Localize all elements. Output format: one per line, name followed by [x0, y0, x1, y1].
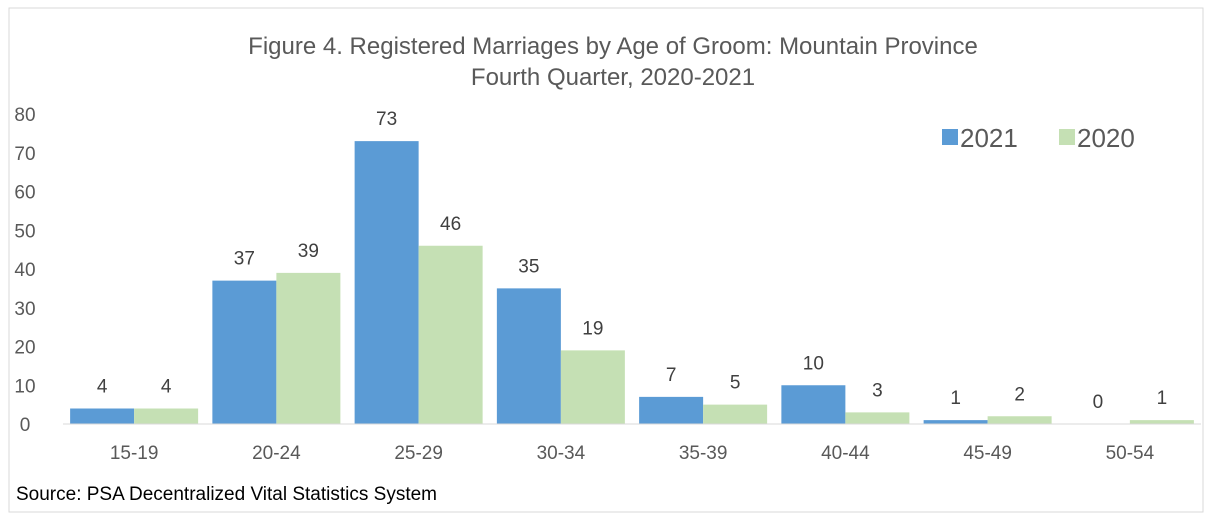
bar-2021-20-24 [212, 280, 277, 424]
bar-2021-25-29 [354, 141, 419, 424]
bar-2020-35-39 [703, 404, 768, 424]
bar-2020-20-24 [276, 272, 341, 424]
data-label: 7 [666, 365, 677, 386]
y-tick-label: 10 [14, 376, 35, 397]
bar-2021-15-19 [70, 408, 135, 424]
source-note: Source: PSA Decentralized Vital Statisti… [16, 484, 437, 505]
legend-label: 2020 [1077, 123, 1135, 153]
data-label: 73 [376, 109, 397, 130]
x-tick-label: 30-34 [537, 443, 586, 464]
data-label: 39 [298, 241, 319, 262]
data-label: 1 [1157, 388, 1168, 409]
chart-subtitle: Fourth Quarter, 2020-2021 [471, 64, 755, 91]
y-tick-label: 60 [14, 183, 35, 204]
y-tick-label: 40 [14, 260, 35, 281]
data-label: 46 [440, 214, 461, 235]
data-label: 4 [97, 377, 108, 398]
data-label: 37 [234, 249, 255, 270]
bar-2020-25-29 [418, 245, 483, 424]
data-label: 10 [803, 353, 824, 374]
x-tick-label: 25-29 [394, 443, 443, 464]
bar-2021-30-34 [496, 288, 561, 424]
bar-2021-40-44 [781, 385, 846, 424]
bar-2020-45-49 [987, 416, 1052, 424]
data-label: 4 [161, 377, 172, 398]
data-label: 2 [1014, 384, 1025, 405]
x-tick-label: 50-54 [1106, 443, 1155, 464]
legend-swatch-2020 [1059, 129, 1075, 145]
y-tick-label: 0 [20, 415, 31, 436]
legend: 2021 2020 [942, 123, 1135, 153]
y-tick-label: 50 [14, 221, 35, 242]
x-tick-label: 35-39 [679, 443, 728, 464]
y-tick-label: 20 [14, 338, 35, 359]
bar-2020-30-34 [560, 350, 625, 424]
bar-2020-40-44 [845, 412, 910, 424]
data-label: 35 [518, 256, 539, 277]
y-tick-label: 80 [14, 105, 35, 126]
x-tick-label: 15-19 [110, 443, 159, 464]
legend-label: 2021 [960, 123, 1018, 153]
x-tick-label: 45-49 [963, 443, 1012, 464]
data-label: 3 [872, 380, 883, 401]
legend-swatch-2021 [942, 129, 958, 145]
bar-2020-15-19 [134, 408, 199, 424]
y-tick-label: 70 [14, 144, 35, 165]
data-label: 1 [950, 388, 961, 409]
data-label: 19 [582, 318, 603, 339]
bar-2021-35-39 [639, 396, 704, 424]
bar-2021-45-49 [923, 420, 988, 424]
data-label: 5 [730, 373, 741, 394]
bar-2020-50-54 [1129, 420, 1194, 424]
chart-title: Figure 4. Registered Marriages by Age of… [248, 33, 978, 60]
y-tick-label: 30 [14, 299, 35, 320]
x-tick-label: 40-44 [821, 443, 870, 464]
data-label: 0 [1093, 392, 1104, 413]
x-tick-label: 20-24 [252, 443, 301, 464]
